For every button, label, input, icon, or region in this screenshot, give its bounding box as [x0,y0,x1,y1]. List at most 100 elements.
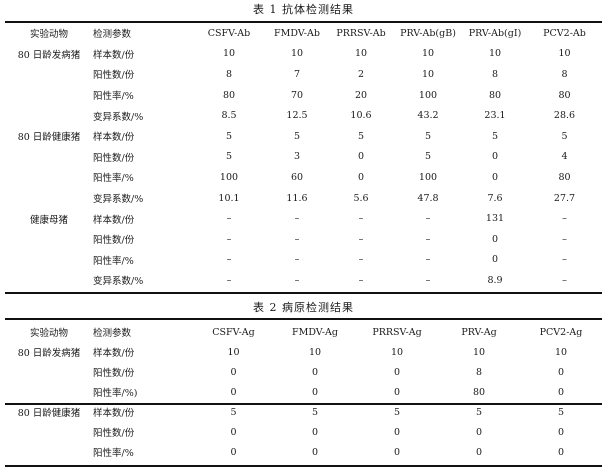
antibody-results-table: 实验动物 检测参数 CSFV-Ab FMDV-Ab PRRSV-Ab PRV-Ab(gB)… [5,23,602,291]
animal-group-cell [5,229,93,250]
table-row: 阳性数/份 0 0 0 0 0 [5,422,602,442]
value-cell: 10 [488,48,502,60]
value-cell: 5.6 [353,192,369,204]
value-cell: – [562,274,567,286]
parameter-cell: 阳性数/份 [93,368,135,379]
column-header: PRRSV-Ag [372,326,422,338]
value-cell: 20 [354,89,368,101]
column-header: 实验动物 [29,29,68,41]
value-cell: 60 [290,171,304,183]
table-row: 变异系数/% 10.1 11.6 5.6 47.8 7.6 27.7 [5,188,602,209]
value-cell: 3 [293,151,301,163]
value-cell: – [226,274,232,286]
value-cell: 0 [491,233,499,245]
value-cell: 0 [357,171,365,183]
table-row: 阳性数/份 8 7 2 10 8 8 [5,64,602,85]
value-cell: 0 [491,171,499,183]
table-row: 80 日龄发病猪 样本数/份 10 10 10 10 10 10 [5,44,602,65]
parameter-cell: 样本数/份 [93,49,135,61]
value-cell: 0 [230,426,237,438]
animal-group-cell [5,382,93,402]
value-cell: 80 [222,89,236,101]
parameter-cell: 样本数/份 [93,408,135,419]
animal-group-cell [5,422,93,442]
column-header: 检测参数 [93,328,132,339]
table-row: 阳性率/% – – – – 0 – [5,250,602,271]
value-cell: 10 [390,346,404,358]
table-row: 阳性率/% 80 70 20 100 80 80 [5,85,602,106]
value-cell: 5 [475,406,483,418]
value-cell: 10.1 [218,192,240,204]
value-cell: 0 [230,446,237,458]
value-cell: 27.7 [553,192,576,204]
value-cell: 5 [393,406,401,418]
value-cell: 5 [311,406,319,418]
value-cell: 5 [557,406,565,418]
value-cell: 0 [393,446,401,458]
value-cell: 0 [311,426,319,438]
value-cell: – [562,233,567,245]
column-header: 实验动物 [29,328,68,339]
parameter-cell: 变异系数/% [93,276,144,288]
value-cell: 5 [230,406,237,418]
value-cell: 5 [225,151,233,163]
animal-group-cell: 80 日龄发病猪 [17,348,81,359]
value-cell: 4 [561,151,568,163]
value-cell: 0 [230,386,237,398]
table-row: 变异系数/% 8.5 12.5 10.6 43.2 23.1 28.6 [5,105,602,126]
parameter-cell: 阳性率/% [93,448,134,459]
parameter-cell: 阳性率/% [93,255,134,267]
header-row: 实验动物 检测参数 CSFV-Ab FMDV-Ab PRRSV-Ab PRV-Ab(gB)… [5,23,602,44]
value-cell: 100 [418,89,438,101]
parameter-cell: 变异系数/% [93,111,144,123]
value-cell: – [226,254,232,266]
parameter-cell: 样本数/份 [93,348,135,359]
animal-group-cell [5,85,93,106]
parameter-cell: 阳性数/份 [93,152,135,164]
animal-group-cell: 健康母猪 [29,214,68,226]
parameter-cell: 变异系数/% [93,194,144,206]
value-cell: 10 [472,346,486,358]
animal-group-cell: 80 日龄健康猪 [17,132,81,144]
value-cell: – [358,213,364,225]
value-cell: 80 [558,89,571,101]
value-cell: 10 [558,48,571,60]
table-row: 80 日龄健康猪 样本数/份 5 5 5 5 5 5 [5,126,602,147]
value-cell: 80 [558,171,571,183]
header-row: 实验动物 检测参数 CSFV-Ag FMDV-Ag PRRSV-Ag PRV-Ag PCV2… [5,322,602,342]
value-cell: 0 [311,386,319,398]
value-cell: 10.6 [350,110,372,122]
column-header: PRV-Ab(gI) [468,27,522,39]
parameter-cell: 阳性数/份 [93,70,135,82]
animal-group-cell: 80 日龄健康猪 [17,408,81,419]
value-cell: 0 [557,446,565,458]
value-cell: 8 [475,366,483,378]
table-row: 阳性率/% 0 0 0 0 0 [5,442,602,462]
animal-group-cell [5,362,93,382]
table-row: 阳性数/份 5 3 0 5 0 4 [5,147,602,168]
value-cell: – [425,274,431,286]
value-cell: 5 [424,151,432,163]
animal-group-cell [5,147,93,168]
animal-group-cell [5,188,93,209]
value-cell: 5 [561,130,568,142]
value-cell: – [226,213,232,225]
value-cell: 23.1 [484,110,506,122]
animal-group-cell [5,442,93,462]
value-cell: – [562,213,567,225]
value-cell: – [358,233,364,245]
value-cell: 7.6 [487,192,503,204]
value-cell: 5 [293,130,301,142]
value-cell: 10 [554,346,568,358]
value-cell: 28.6 [553,110,576,122]
value-cell: 8 [225,68,233,80]
value-cell: – [425,254,431,266]
value-cell: 5 [357,130,365,142]
value-cell: 0 [475,446,483,458]
parameter-cell: 阳性数/份 [93,428,135,439]
table1-bottom-rule [5,292,602,294]
value-cell: – [358,254,364,266]
table1-top-rule [5,21,602,23]
value-cell: 10 [421,68,435,80]
value-cell: – [425,233,431,245]
